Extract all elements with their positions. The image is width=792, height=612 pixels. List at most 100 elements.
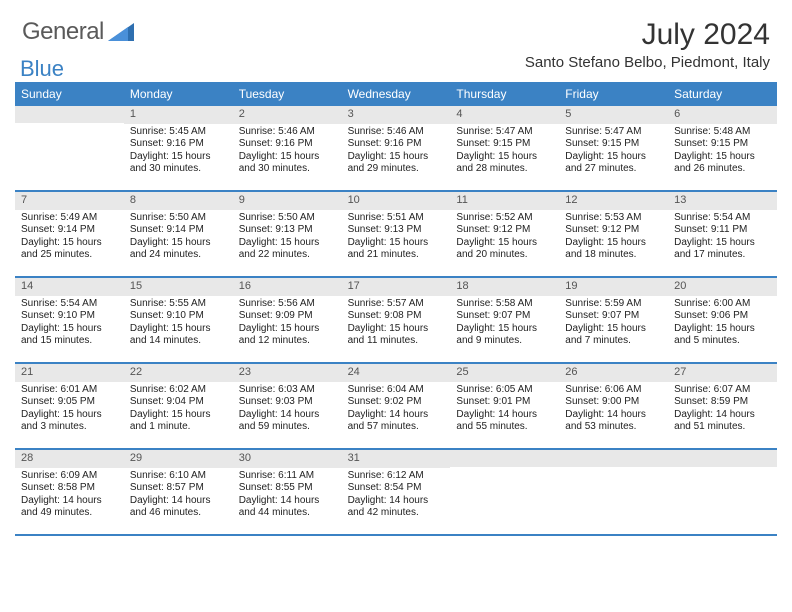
daylight-line: Daylight: 14 hours and 53 minutes. [565, 409, 662, 434]
day-number [668, 450, 777, 467]
daylight-line: Daylight: 15 hours and 5 minutes. [674, 323, 771, 348]
day-number: 17 [342, 278, 451, 296]
day-body: Sunrise: 5:59 AMSunset: 9:07 PMDaylight:… [559, 296, 668, 352]
daylight-line: Daylight: 15 hours and 18 minutes. [565, 237, 662, 262]
daylight-line: Daylight: 15 hours and 14 minutes. [130, 323, 227, 348]
sunrise-line: Sunrise: 6:04 AM [348, 384, 445, 397]
sunrise-line: Sunrise: 6:06 AM [565, 384, 662, 397]
daylight-line: Daylight: 14 hours and 51 minutes. [674, 409, 771, 434]
day-number: 15 [124, 278, 233, 296]
sunrise-line: Sunrise: 5:47 AM [565, 126, 662, 139]
day-number: 16 [233, 278, 342, 296]
day-number: 1 [124, 106, 233, 124]
sunset-line: Sunset: 9:12 PM [456, 224, 553, 237]
daylight-line: Daylight: 15 hours and 9 minutes. [456, 323, 553, 348]
week-row: 1Sunrise: 5:45 AMSunset: 9:16 PMDaylight… [15, 106, 777, 192]
sunset-line: Sunset: 9:03 PM [239, 396, 336, 409]
sunrise-line: Sunrise: 5:50 AM [239, 212, 336, 225]
day-cell: 19Sunrise: 5:59 AMSunset: 9:07 PMDayligh… [559, 278, 668, 362]
day-body: Sunrise: 5:51 AMSunset: 9:13 PMDaylight:… [342, 210, 451, 266]
sunset-line: Sunset: 9:14 PM [21, 224, 118, 237]
sunset-line: Sunset: 8:57 PM [130, 482, 227, 495]
day-cell: 12Sunrise: 5:53 AMSunset: 9:12 PMDayligh… [559, 192, 668, 276]
sunrise-line: Sunrise: 6:10 AM [130, 470, 227, 483]
daylight-line: Daylight: 14 hours and 55 minutes. [456, 409, 553, 434]
day-number: 30 [233, 450, 342, 468]
daylight-line: Daylight: 15 hours and 3 minutes. [21, 409, 118, 434]
sunrise-line: Sunrise: 5:48 AM [674, 126, 771, 139]
sunset-line: Sunset: 8:59 PM [674, 396, 771, 409]
day-body: Sunrise: 6:02 AMSunset: 9:04 PMDaylight:… [124, 382, 233, 438]
daylight-line: Daylight: 14 hours and 49 minutes. [21, 495, 118, 520]
sunrise-line: Sunrise: 5:50 AM [130, 212, 227, 225]
page-header: General Blue July 2024 Santo Stefano Bel… [0, 0, 792, 76]
day-number: 3 [342, 106, 451, 124]
day-number: 10 [342, 192, 451, 210]
day-body: Sunrise: 5:48 AMSunset: 9:15 PMDaylight:… [668, 124, 777, 180]
sunrise-line: Sunrise: 5:59 AM [565, 298, 662, 311]
day-body: Sunrise: 5:50 AMSunset: 9:14 PMDaylight:… [124, 210, 233, 266]
sunrise-line: Sunrise: 5:54 AM [674, 212, 771, 225]
day-body: Sunrise: 5:46 AMSunset: 9:16 PMDaylight:… [342, 124, 451, 180]
day-number: 21 [15, 364, 124, 382]
daylight-line: Daylight: 14 hours and 57 minutes. [348, 409, 445, 434]
day-cell: 7Sunrise: 5:49 AMSunset: 9:14 PMDaylight… [15, 192, 124, 276]
sunrise-line: Sunrise: 5:57 AM [348, 298, 445, 311]
day-number: 22 [124, 364, 233, 382]
daylight-line: Daylight: 15 hours and 25 minutes. [21, 237, 118, 262]
sunrise-line: Sunrise: 6:05 AM [456, 384, 553, 397]
day-body: Sunrise: 6:05 AMSunset: 9:01 PMDaylight:… [450, 382, 559, 438]
day-number: 2 [233, 106, 342, 124]
day-cell: 28Sunrise: 6:09 AMSunset: 8:58 PMDayligh… [15, 450, 124, 534]
sunset-line: Sunset: 9:04 PM [130, 396, 227, 409]
logo-word2: Blue [20, 56, 132, 82]
day-cell: 26Sunrise: 6:06 AMSunset: 9:00 PMDayligh… [559, 364, 668, 448]
day-header-cell: Sunday [15, 82, 124, 106]
day-cell: 22Sunrise: 6:02 AMSunset: 9:04 PMDayligh… [124, 364, 233, 448]
logo-word1: General [22, 18, 104, 45]
day-cell: 4Sunrise: 5:47 AMSunset: 9:15 PMDaylight… [450, 106, 559, 190]
day-body: Sunrise: 6:00 AMSunset: 9:06 PMDaylight:… [668, 296, 777, 352]
sunrise-line: Sunrise: 6:00 AM [674, 298, 771, 311]
day-cell [15, 106, 124, 190]
day-number: 8 [124, 192, 233, 210]
calendar: SundayMondayTuesdayWednesdayThursdayFrid… [15, 82, 777, 536]
day-cell: 10Sunrise: 5:51 AMSunset: 9:13 PMDayligh… [342, 192, 451, 276]
day-cell: 8Sunrise: 5:50 AMSunset: 9:14 PMDaylight… [124, 192, 233, 276]
daylight-line: Daylight: 15 hours and 12 minutes. [239, 323, 336, 348]
day-body: Sunrise: 5:57 AMSunset: 9:08 PMDaylight:… [342, 296, 451, 352]
sunset-line: Sunset: 9:13 PM [348, 224, 445, 237]
day-header-cell: Tuesday [233, 82, 342, 106]
day-cell: 31Sunrise: 6:12 AMSunset: 8:54 PMDayligh… [342, 450, 451, 534]
day-number: 31 [342, 450, 451, 468]
daylight-line: Daylight: 15 hours and 30 minutes. [130, 151, 227, 176]
day-number: 14 [15, 278, 124, 296]
day-cell [559, 450, 668, 534]
sunrise-line: Sunrise: 6:07 AM [674, 384, 771, 397]
day-number: 4 [450, 106, 559, 124]
sunset-line: Sunset: 9:15 PM [456, 138, 553, 151]
sunset-line: Sunset: 9:07 PM [565, 310, 662, 323]
day-body: Sunrise: 5:53 AMSunset: 9:12 PMDaylight:… [559, 210, 668, 266]
day-number [559, 450, 668, 467]
day-number: 25 [450, 364, 559, 382]
daylight-line: Daylight: 14 hours and 46 minutes. [130, 495, 227, 520]
week-row: 14Sunrise: 5:54 AMSunset: 9:10 PMDayligh… [15, 278, 777, 364]
sunset-line: Sunset: 8:58 PM [21, 482, 118, 495]
day-cell: 27Sunrise: 6:07 AMSunset: 8:59 PMDayligh… [668, 364, 777, 448]
sunset-line: Sunset: 9:00 PM [565, 396, 662, 409]
sunset-line: Sunset: 9:16 PM [130, 138, 227, 151]
day-cell: 13Sunrise: 5:54 AMSunset: 9:11 PMDayligh… [668, 192, 777, 276]
day-body: Sunrise: 6:04 AMSunset: 9:02 PMDaylight:… [342, 382, 451, 438]
week-row: 7Sunrise: 5:49 AMSunset: 9:14 PMDaylight… [15, 192, 777, 278]
sunset-line: Sunset: 9:14 PM [130, 224, 227, 237]
day-cell: 25Sunrise: 6:05 AMSunset: 9:01 PMDayligh… [450, 364, 559, 448]
daylight-line: Daylight: 15 hours and 11 minutes. [348, 323, 445, 348]
day-cell: 9Sunrise: 5:50 AMSunset: 9:13 PMDaylight… [233, 192, 342, 276]
sunset-line: Sunset: 9:10 PM [130, 310, 227, 323]
sunrise-line: Sunrise: 6:01 AM [21, 384, 118, 397]
day-body: Sunrise: 5:47 AMSunset: 9:15 PMDaylight:… [559, 124, 668, 180]
day-body: Sunrise: 5:52 AMSunset: 9:12 PMDaylight:… [450, 210, 559, 266]
sunset-line: Sunset: 9:05 PM [21, 396, 118, 409]
day-body: Sunrise: 5:50 AMSunset: 9:13 PMDaylight:… [233, 210, 342, 266]
